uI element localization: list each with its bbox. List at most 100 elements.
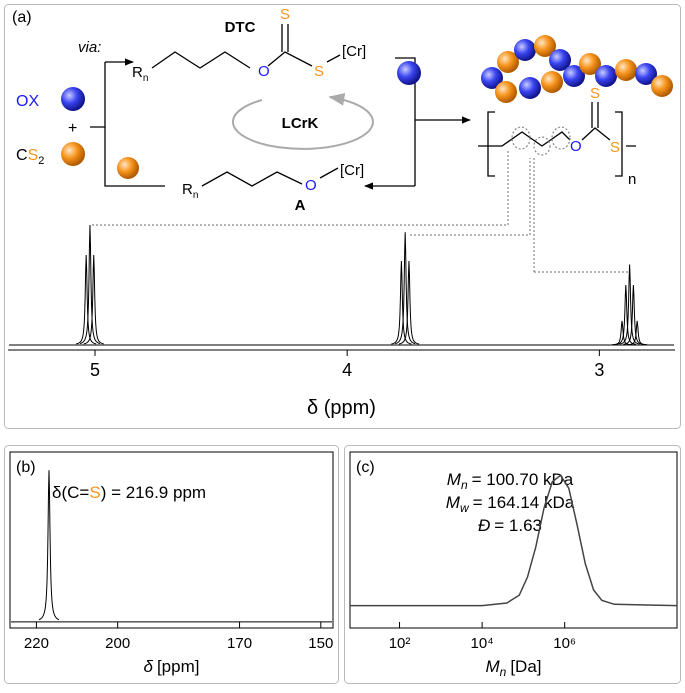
subscript: w bbox=[460, 501, 470, 515]
plot-frame bbox=[9, 451, 334, 629]
oxetane-sphere bbox=[397, 61, 421, 85]
annotation-text: = 100.70 kDa bbox=[472, 470, 574, 489]
x-tick-label: 150 bbox=[308, 635, 333, 652]
x-axis-label: δ (ppm) bbox=[307, 397, 376, 419]
o-atom: O bbox=[258, 63, 270, 80]
x-tick-label: 10² bbox=[389, 635, 411, 652]
peak bbox=[83, 254, 104, 345]
x-tick-label: 200 bbox=[105, 635, 130, 652]
plot-frame bbox=[349, 451, 678, 629]
peak bbox=[623, 284, 644, 345]
x-axis-label: Mn [Da] bbox=[485, 657, 541, 679]
s-atom: S bbox=[590, 85, 600, 102]
peak bbox=[76, 254, 97, 345]
s-atom: S bbox=[314, 63, 324, 80]
symbol: M bbox=[446, 493, 461, 512]
peak bbox=[395, 232, 416, 345]
via-label: via: bbox=[78, 39, 101, 56]
peak bbox=[398, 260, 420, 345]
a-label: A bbox=[295, 197, 306, 214]
sphere bbox=[579, 53, 601, 75]
sphere bbox=[595, 65, 617, 87]
dtc-label: DTC bbox=[225, 19, 256, 36]
cs2-label: CS2 bbox=[16, 147, 44, 167]
sphere bbox=[497, 51, 519, 73]
n: n bbox=[193, 190, 199, 201]
x-tick-label: 4 bbox=[342, 360, 352, 380]
symbol: M bbox=[447, 470, 462, 489]
symbol: Đ bbox=[478, 516, 490, 535]
polymer-bonds bbox=[478, 102, 636, 177]
peak bbox=[627, 320, 648, 346]
oxetane-label: OX bbox=[16, 93, 39, 110]
annotation-text: = 1.63 bbox=[494, 516, 542, 535]
annotation-text: ) = 216.9 ppm bbox=[101, 483, 206, 502]
unit: [Da] bbox=[510, 657, 541, 676]
proton-circle bbox=[511, 126, 531, 150]
sphere bbox=[651, 75, 673, 97]
reaction-scheme: (a) via: OX + CS2 DTC Rn O S S [Cr] LCrK… bbox=[12, 6, 673, 273]
n: n bbox=[143, 73, 149, 84]
panel-label: (c) bbox=[356, 459, 375, 476]
s-atom: S bbox=[28, 147, 39, 164]
sphere bbox=[541, 71, 563, 93]
cr-label: [Cr] bbox=[340, 162, 364, 179]
symbol: M bbox=[485, 657, 500, 676]
subscript: 2 bbox=[38, 155, 44, 167]
plus: + bbox=[68, 120, 77, 137]
annotation-text: = 164.14 kDa bbox=[473, 493, 575, 512]
a-bonds bbox=[201, 167, 339, 187]
subscript: n bbox=[500, 665, 507, 679]
cs2-sphere bbox=[61, 142, 85, 166]
x-axis-label: δ [ppm] bbox=[144, 657, 200, 676]
x-tick-label: 5 bbox=[90, 360, 100, 380]
unit: [ppm] bbox=[157, 657, 200, 676]
r: R bbox=[182, 181, 193, 198]
peak bbox=[79, 224, 101, 345]
proton-circle bbox=[533, 136, 551, 156]
sphere bbox=[635, 63, 657, 85]
panel-frames bbox=[4, 4, 681, 684]
annotation: Mw = 164.14 kDa bbox=[446, 493, 575, 515]
panel-c-frame bbox=[344, 445, 681, 684]
x-tick-label: 220 bbox=[24, 635, 49, 652]
annotation: Đ = 1.63 bbox=[478, 516, 542, 535]
o-atom: O bbox=[305, 177, 317, 194]
sphere bbox=[615, 59, 637, 81]
branch-line bbox=[90, 62, 165, 187]
peak bbox=[38, 470, 60, 621]
oxetane-sphere bbox=[61, 87, 85, 111]
s-atom: S bbox=[280, 6, 290, 23]
sphere bbox=[495, 81, 517, 103]
subscript: n bbox=[461, 478, 468, 492]
sphere bbox=[481, 67, 503, 89]
panel-label: (a) bbox=[12, 9, 32, 26]
peak bbox=[391, 260, 412, 345]
catalyst-label: LCrK bbox=[282, 115, 319, 132]
x-tick-label: 170 bbox=[227, 635, 252, 652]
c-atom: C bbox=[16, 147, 28, 164]
assignment-lines bbox=[92, 150, 630, 273]
sphere bbox=[514, 39, 536, 61]
sphere bbox=[519, 77, 541, 99]
repeat-n: n bbox=[628, 171, 636, 188]
sphere bbox=[534, 35, 556, 57]
symbol: δ bbox=[144, 657, 154, 676]
polymer-spheres bbox=[481, 35, 673, 103]
cs2-sphere bbox=[117, 157, 139, 179]
s-atom: S bbox=[610, 139, 620, 156]
proton-circle bbox=[551, 126, 571, 150]
dtc-bonds bbox=[151, 24, 341, 69]
r: R bbox=[132, 64, 143, 81]
annotation: δ(C=S) = 216.9 ppm bbox=[52, 483, 206, 502]
x-tick-label: 10⁶ bbox=[553, 635, 576, 652]
r-group: Rn bbox=[132, 64, 148, 84]
panel-label: (b) bbox=[16, 459, 36, 476]
annotation-atom: S bbox=[89, 483, 100, 502]
panel-b-frame bbox=[4, 445, 339, 684]
annotation-text: δ(C= bbox=[52, 483, 89, 502]
catalytic-cycle bbox=[232, 92, 374, 150]
peak bbox=[619, 264, 640, 345]
o-atom: O bbox=[570, 138, 582, 155]
